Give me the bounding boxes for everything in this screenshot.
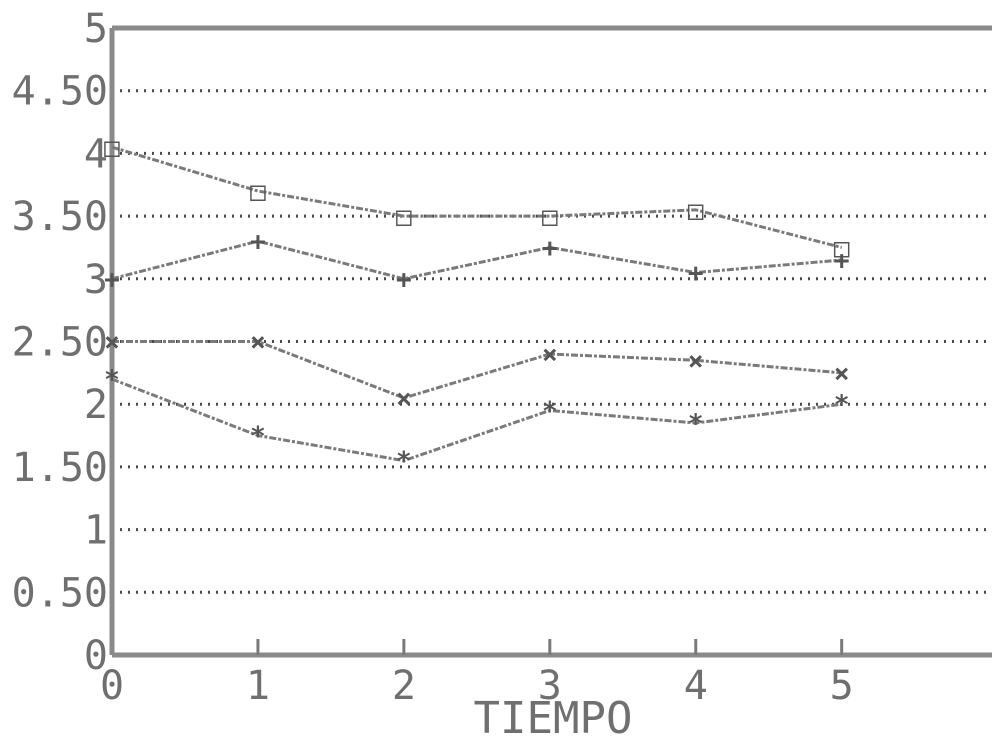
x-tick-label: 4 [684,663,708,709]
data-point-marker: * [104,365,120,395]
data-point-marker: * [834,390,850,420]
y-tick-label: 5 [84,6,108,52]
series-line [111,377,842,463]
series-line [112,340,842,400]
data-point-marker: □ [104,133,120,163]
series-3: × × × × × × [104,328,849,414]
series-2: + + + + + + [104,227,849,295]
y-tick-label: 0 [84,633,108,679]
data-point-marker: □ [688,196,704,226]
data-point-marker: □ [834,233,850,263]
data-point-marker: × [396,384,412,414]
x-axis-title: TIEMPO [474,693,633,739]
data-point-marker: + [396,265,412,295]
data-point-marker: + [542,233,558,263]
series-group: □□□ □ □□+++++ +× ××× × ×**** ** [104,133,850,477]
series-line [111,145,843,249]
y-tick-label: 2 [84,382,108,428]
data-point-marker: × [250,328,266,358]
y-tick-label: 1.50 [12,445,108,491]
y-tick-label: 4.50 [12,69,108,115]
data-point-marker: × [688,346,704,376]
data-point-marker: * [688,409,704,439]
x-tick-label: 2 [392,663,416,709]
y-tick-label: 3 [84,257,108,303]
y-tick-label: 1 [84,508,108,554]
data-point-marker: × [834,359,850,389]
data-point-marker: * [250,422,266,452]
data-point-marker: × [104,328,120,358]
data-point-marker: □ [542,202,558,232]
series-line [111,239,842,281]
data-point-marker: + [834,246,850,276]
data-point-marker: * [396,447,412,477]
x-tick-label: 3 [538,663,562,709]
x-tick-label: 5 [830,663,854,709]
y-axis-ticks: 0 0.50 1 1.50 2 2.50 3 3.50 4 4.50 5 [12,6,108,679]
y-tick-label: 0.50 [12,570,108,616]
y-tick-label: 2.50 [12,320,108,366]
data-point-marker: + [250,227,266,257]
x-axis-ticks: 0 1 2 3 4 5 [100,639,854,709]
data-point-marker: * [542,396,558,426]
series-4: * * * * * * [104,365,849,477]
series-1: □ □ □ □ □ □ [104,133,850,263]
data-point-marker: × [542,340,558,370]
x-tick-label: 1 [246,663,270,709]
x-tick-label: 0 [100,663,124,709]
data-point-marker: + [104,265,120,295]
y-tick-label: 3.50 [12,194,108,240]
data-point-marker: □ [250,177,266,207]
data-point-marker: □ [396,202,412,232]
data-point-marker: + [688,259,704,289]
y-tick-label: 4 [84,131,108,177]
